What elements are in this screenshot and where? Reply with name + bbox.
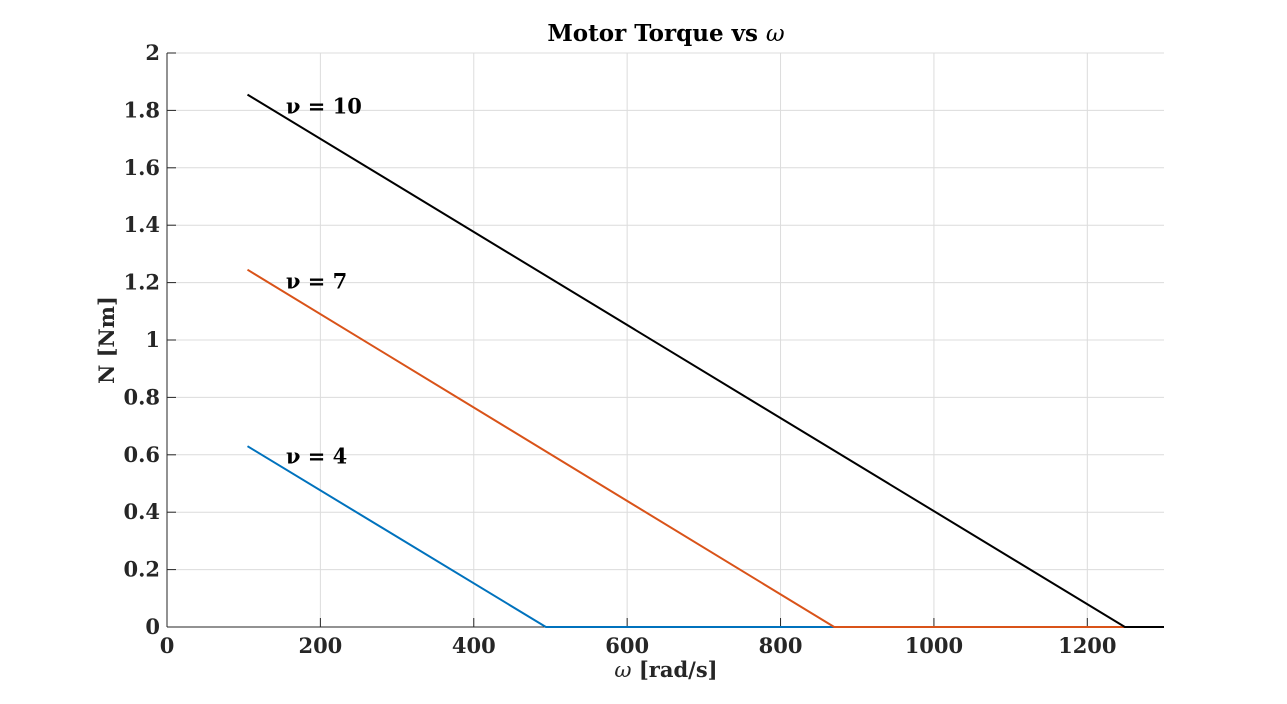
x-tick-label: 800 [759, 633, 803, 658]
y-tick-label: 0.6 [123, 442, 160, 467]
grid [167, 52, 1164, 627]
chart-title-text: Motor Torque vs [547, 20, 766, 47]
y-tick-label: 2 [145, 40, 160, 65]
x-tick-label: 400 [452, 633, 496, 658]
annotation-label: ν = 4 [286, 443, 347, 468]
series-line-1 [246, 445, 1164, 628]
annotations: ν = 4 ν = 7 ν = 10 [286, 93, 362, 468]
y-tick-label: 0.8 [123, 384, 160, 409]
x-tick-label: 0 [160, 633, 175, 658]
x-tick-label: 600 [605, 633, 649, 658]
x-tick-label: 1000 [905, 633, 963, 658]
x-tick-label: 1200 [1058, 633, 1116, 658]
tick-labels: 0 200 400 600 800 1000 1200 0 0.2 0.4 0.6 0.8 1 1.2 1.… [123, 40, 1116, 658]
y-tick-label: 0.4 [123, 499, 160, 524]
y-tick-label: 0 [145, 614, 160, 639]
series-lines [246, 93, 1164, 628]
annotation-label: ν = 7 [286, 268, 347, 293]
series-line-3 [246, 93, 1164, 628]
y-tick-label: 1.4 [123, 212, 160, 237]
y-tick-label: 1.6 [123, 155, 160, 180]
x-tick-label: 200 [298, 633, 342, 658]
series-line-2 [246, 268, 1164, 628]
y-tick-label: 0.2 [123, 557, 160, 582]
x-axis-label: ω [rad/s] [614, 657, 717, 682]
annotation-label: ν = 10 [286, 93, 362, 118]
y-tick-label: 1.2 [123, 270, 160, 295]
chart-title: Motor Torque vs ω [547, 20, 785, 47]
y-tick-label: 1 [145, 327, 160, 352]
x-axis-label-text: [rad/s] [632, 657, 718, 682]
x-axis-label-symbol: ω [614, 658, 631, 682]
chart-title-symbol: ω [766, 21, 785, 47]
y-tick-label: 1.8 [123, 97, 160, 122]
y-axis-label: N [Nm] [94, 296, 119, 384]
